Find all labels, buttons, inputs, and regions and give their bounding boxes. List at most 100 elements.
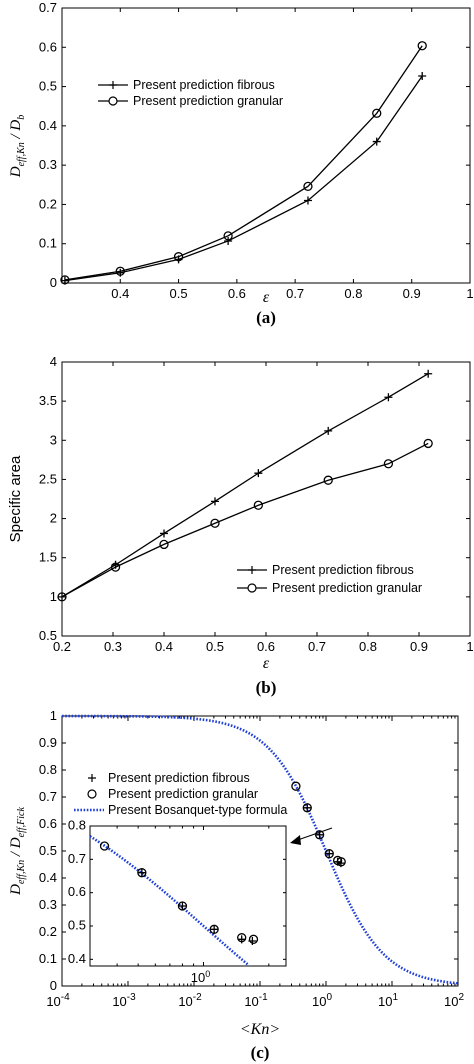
- data-point: [372, 108, 382, 118]
- data-point: [372, 137, 381, 146]
- data-point: [160, 529, 168, 538]
- inset-data-point: [210, 925, 219, 934]
- chart-c-y-label: Deff,Kn / Deff,Fick: [8, 807, 27, 896]
- ylabel-sep: /: [8, 131, 24, 143]
- data-point: [418, 71, 427, 80]
- series-line-0: [61, 373, 429, 598]
- x-tick-label: 101: [378, 992, 398, 1009]
- inset-bosanquet-curve: [89, 835, 250, 967]
- chart-c-panel-label: (c): [251, 1043, 270, 1062]
- series-line-1: [64, 45, 423, 281]
- legend-c-granular: Present prediction granular: [108, 787, 258, 801]
- y-tick-label: 0.1: [39, 951, 57, 966]
- inset-y-tick-label: 0.4: [68, 951, 86, 966]
- inset-y-tick-label: 0.7: [68, 851, 86, 866]
- data-point: [383, 459, 394, 469]
- chart-b: 0.2 0.3 0.4 0.5 0.6 0.7 0.8 0.9 1 0.5 1 1.5 2 2.5 3 3.5…: [7, 354, 474, 697]
- data-point: [302, 803, 312, 813]
- x-tick-label: 0.8: [359, 639, 377, 654]
- data-point: [253, 500, 264, 510]
- y-tick-label: 0.4: [39, 118, 57, 133]
- ylabel-den-sub: eff,Fick: [16, 807, 27, 838]
- legend-a-granular: Present prediction granular: [133, 94, 283, 108]
- ylabel-den-sub: b: [16, 115, 27, 120]
- y-tick-label: 4: [50, 354, 57, 369]
- y-tick-label: 1: [50, 708, 57, 723]
- y-tick-label: 0.8: [39, 762, 57, 777]
- ylabel-main-sub: eff,Kn: [16, 860, 27, 884]
- data-point: [324, 426, 333, 435]
- data-point: [110, 562, 121, 572]
- y-tick-label: 0.7: [39, 0, 57, 15]
- x-tick-label: 1: [466, 639, 473, 654]
- data-point: [159, 539, 169, 550]
- x-tick-label: 100: [312, 992, 332, 1009]
- data-point: [303, 196, 312, 205]
- y-tick-label: 0.5: [39, 79, 57, 94]
- chart-b-series: [57, 369, 433, 602]
- y-tick-label: 0: [50, 275, 57, 290]
- chart-b-axes: 0.2 0.3 0.4 0.5 0.6 0.7 0.8 0.9 1 0.5 1 1.5 2 2.5 3 3.5…: [39, 354, 474, 654]
- data-point: [325, 849, 334, 858]
- y-tick-label: 0.7: [39, 789, 57, 804]
- y-tick-label: 0.2: [39, 196, 57, 211]
- bosanquet-curve: [61, 714, 459, 985]
- inset-series: [89, 835, 259, 967]
- inset-chart: 100 0.4 0.5 0.6 0.7 0.8: [68, 818, 287, 985]
- x-tick-label: 0.5: [170, 286, 188, 301]
- x-tick-label: 0.2: [53, 639, 71, 654]
- chart-c-series: [61, 714, 459, 985]
- y-tick-label: 0.6: [39, 816, 57, 831]
- x-tick-label: 0.5: [206, 639, 224, 654]
- data-point: [324, 849, 334, 859]
- inset-y-tick-label: 0.5: [68, 918, 86, 933]
- x-tick-label: 1: [466, 286, 473, 301]
- y-tick-label: 0.4: [39, 870, 57, 885]
- inset-data-point: [137, 868, 147, 878]
- data-point: [314, 830, 325, 840]
- y-tick-label: 1.5: [39, 550, 57, 565]
- x-tick-label: 0.4: [155, 639, 173, 654]
- data-point: [423, 438, 433, 449]
- inset-y-tick-label: 0.8: [68, 818, 86, 833]
- chart-a-series: [60, 41, 427, 285]
- inset-arrow: [290, 827, 333, 845]
- x-tick-label: 0.3: [104, 639, 122, 654]
- chart-a-axes: 0.4 0.5 0.6 0.7 0.8 0.9 1 0 0.1 0.2 0.3 0.4 0.5 0.6 0.…: [39, 0, 474, 301]
- y-tick-label: 0.6: [39, 39, 57, 54]
- chart-b-panel-label: (b): [256, 678, 277, 697]
- chart-a-legend: Present prediction fibrous Present predi…: [98, 78, 283, 108]
- inset-data-point: [177, 901, 188, 911]
- data-point: [424, 369, 433, 378]
- chart-c-x-label: <Kn>: [240, 1021, 280, 1038]
- ylabel-den: D: [8, 120, 24, 132]
- inset-data-point: [178, 902, 187, 910]
- y-tick-label: 0.2: [39, 924, 57, 939]
- x-tick-label: 0.4: [111, 286, 129, 301]
- chart-b-x-label: ε: [263, 655, 270, 672]
- x-tick-label: 10-4: [46, 992, 70, 1009]
- data-point: [303, 181, 313, 192]
- y-tick-label: 0.5: [39, 628, 57, 643]
- y-tick-label: 2: [50, 511, 57, 526]
- ylabel-sep: /: [8, 848, 24, 860]
- inset-x-tick-label: 100: [191, 969, 210, 985]
- legend-c-fibrous: Present prediction fibrous: [108, 771, 250, 785]
- chart-c: 10-4 10-3 10-2 10-1 100 101 102 0 0.1 0.2 0.3 0.4 0.…: [8, 708, 464, 1062]
- y-tick-label: 2.5: [39, 471, 57, 486]
- x-tick-label: 10-3: [112, 992, 136, 1009]
- chart-a-x-label: ε: [263, 289, 270, 306]
- series-line-1: [61, 442, 429, 598]
- chart-a-panel-label: (a): [256, 308, 276, 327]
- svg-text:Deff,Kn / Deff,Fick: Deff,Kn / Deff,Fick: [8, 807, 27, 896]
- data-point: [417, 41, 427, 51]
- data-point: [210, 518, 220, 528]
- inset-data-point: [248, 934, 259, 944]
- inset-data-point: [237, 933, 247, 943]
- y-tick-label: 3: [50, 432, 57, 447]
- y-tick-label: 0.9: [39, 735, 57, 750]
- svg-text:Deff,Kn / Db: Deff,Kn / Db: [8, 115, 27, 179]
- x-tick-label: 0.9: [403, 286, 421, 301]
- legend-b-fibrous: Present prediction fibrous: [272, 563, 414, 577]
